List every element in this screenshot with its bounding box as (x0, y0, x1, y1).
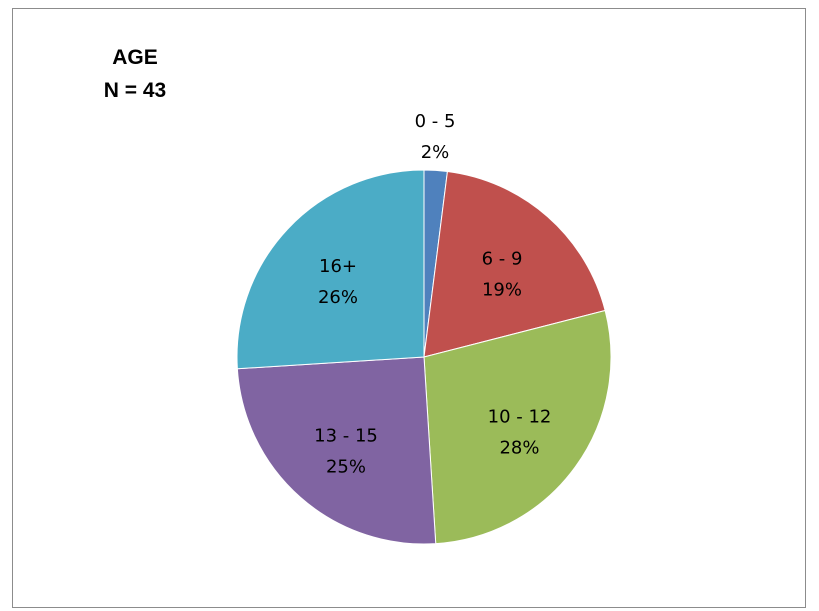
slice-percent-label: 25% (326, 457, 366, 478)
chart-title: AGE (112, 46, 158, 69)
chart-frame: AGE N = 43 0 - 5 2% 6 - 9 19% 10 - 12 28% 13 -… (12, 8, 806, 608)
pie-chart: AGE N = 43 0 - 5 2% 6 - 9 19% 10 - 12 28% 13 -… (104, 46, 612, 545)
slice-percent-label: 2% (421, 142, 450, 163)
pie-slice-5 (236, 169, 425, 370)
pie-slice-3 (423, 309, 612, 545)
slice-category-label: 13 - 15 (314, 426, 378, 447)
slice-category-label: 0 - 5 (415, 111, 456, 132)
slice-percent-label: 28% (499, 437, 539, 458)
slice-percent-label: 19% (482, 280, 522, 301)
chart-subtitle: N = 43 (104, 79, 166, 102)
slice-category-label: 10 - 12 (488, 406, 552, 427)
pie-slice-2 (423, 170, 606, 358)
pie-slices (236, 169, 612, 545)
slice-category-label: 6 - 9 (482, 249, 523, 270)
slice-percent-label: 26% (318, 287, 358, 308)
pie-labels: 0 - 5 2% 6 - 9 19% 10 - 12 28% 13 - 15 25% 16+ 26… (314, 111, 551, 478)
slice-category-label: 16+ (319, 256, 357, 277)
pie-slice-4 (236, 356, 437, 545)
